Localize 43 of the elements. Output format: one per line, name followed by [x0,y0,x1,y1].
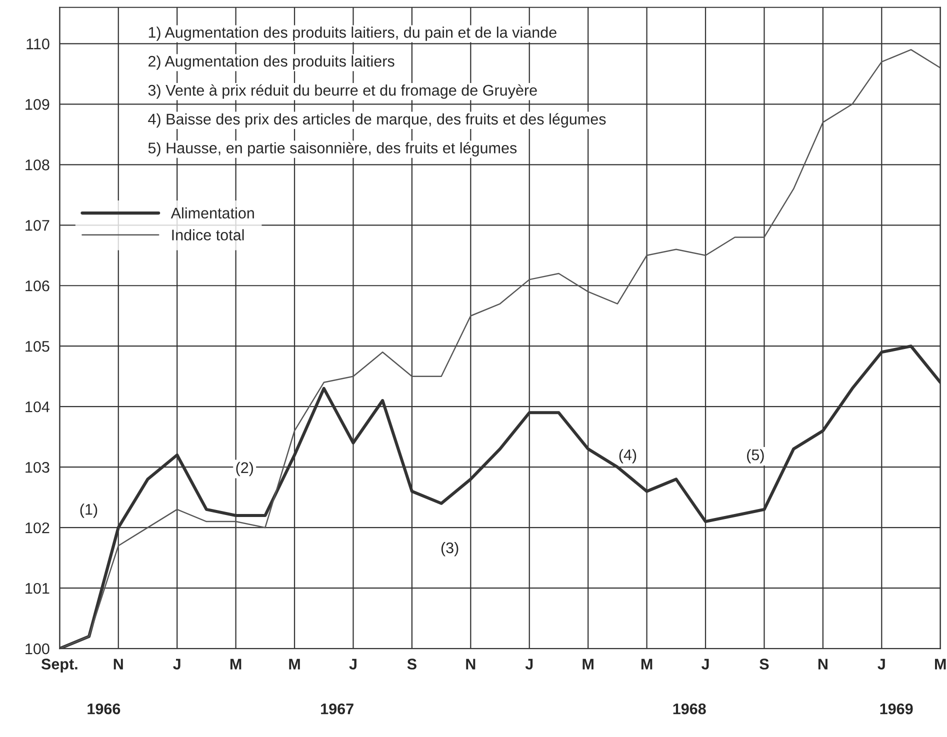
annotation: 4) Baisse des prix des articles de marque, des fruits et des légumes [148,113,606,128]
y-tick-label: 100 [26,643,50,654]
annotation: (5) [747,449,764,464]
legend-label: Alimentation [170,207,254,219]
x-tick-label: J [525,658,533,670]
x-tick-label: M [289,658,300,670]
x-tick-label: M [935,658,946,670]
y-tick-label: 110 [26,38,50,50]
text: 1966 [88,703,120,714]
text: 1968 [673,703,706,714]
y-tick-label: 103 [26,462,50,473]
annotation: (4) [619,449,636,464]
y-tick-label: 108 [26,160,50,170]
x-tick-label: M [641,658,652,670]
annotation: (2) [236,462,253,476]
annotation: (3) [441,542,458,556]
text: 1967 [321,703,354,714]
annotation: 3) Vente à prix réduit du beurre et du fromage de Gruyère [148,84,537,99]
annotation: 5) Hausse, en partie saisonnière, des fruits et légumes [148,142,517,156]
y-tick-label: 104 [26,401,50,412]
x-tick-label: J [173,658,180,670]
x-tick-label: N [818,658,828,670]
y-tick-label: 109 [26,99,50,110]
y-tick-label: 101 [26,582,50,594]
x-tick-label: M [230,658,242,670]
annotation: 1) Augmentation des produits laitiers, du pain et de la viande [148,26,556,41]
x-tick-label: N [114,658,123,670]
annotation: (1) [80,504,98,518]
x-tick-label: M [582,658,594,670]
text: 1969 [880,703,913,714]
y-tick-label: 107 [26,220,50,231]
x-tick-label: J [702,658,709,670]
y-tick-label: 106 [26,280,50,292]
legend-label: Indice total [172,229,244,240]
annotation: 2) Augmentation des produits laitiers [148,55,394,70]
x-tick-label: Sept. [41,658,78,673]
x-tick-label: N [466,658,476,670]
y-tick-label: 105 [26,340,50,352]
y-tick-label: 102 [26,522,50,534]
x-tick-label: J [349,658,356,670]
x-tick-label: S [407,658,416,670]
x-tick-label: J [878,658,885,670]
x-tick-label: S [760,658,769,670]
